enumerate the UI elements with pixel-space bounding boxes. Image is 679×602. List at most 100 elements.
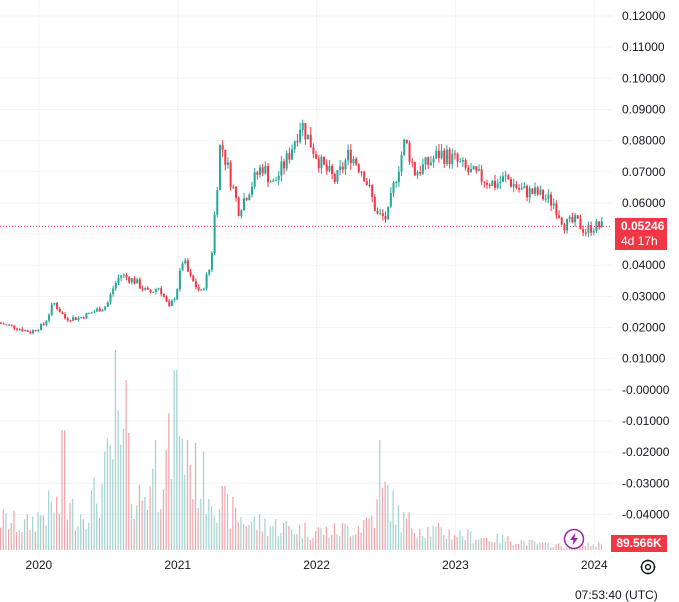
volume-bar xyxy=(403,512,405,550)
volume-bar xyxy=(275,519,277,550)
candle-body xyxy=(226,162,229,165)
volume-bar xyxy=(253,516,255,550)
volume-bar xyxy=(224,485,226,550)
bar-countdown: 4d 17h xyxy=(621,234,658,248)
volume-bar xyxy=(32,516,34,550)
volume-bar xyxy=(389,521,392,550)
candle-body xyxy=(595,221,598,232)
candle-body xyxy=(213,214,216,254)
volume-bar xyxy=(336,534,338,550)
price-tick-label: 0.02000 xyxy=(622,321,666,335)
volume-bar xyxy=(93,477,95,550)
candle-body xyxy=(61,312,64,315)
candle-body xyxy=(157,288,160,290)
candle-body xyxy=(357,164,360,172)
candle-body xyxy=(269,181,272,183)
candle-body xyxy=(365,181,368,186)
candle-body xyxy=(232,186,235,188)
volume-bar xyxy=(267,535,269,550)
volume-bar xyxy=(459,530,461,550)
volume-bar xyxy=(512,545,514,550)
candle-body xyxy=(82,317,85,319)
volume-bar xyxy=(539,542,541,550)
candle-body xyxy=(296,141,299,143)
volume-bar xyxy=(24,519,26,550)
candle-body xyxy=(2,323,5,325)
candle-body xyxy=(536,187,539,195)
candle-body xyxy=(234,186,237,198)
volume-bar xyxy=(18,530,20,550)
volume-bar xyxy=(80,514,82,550)
candle-body xyxy=(510,179,513,187)
candle-body xyxy=(42,323,45,325)
price-axis[interactable]: 0.12000 0.11000 0.10000 0.09000 0.08000 0.070… xyxy=(622,9,670,521)
volume-bar xyxy=(464,540,466,550)
volume-bar xyxy=(429,536,432,550)
volume-bar xyxy=(88,522,90,550)
volume-bar xyxy=(189,464,191,550)
price-tick-label: -0.03000 xyxy=(622,476,670,490)
volume-bar xyxy=(598,542,600,550)
volume-bar xyxy=(582,544,584,550)
volume-bar xyxy=(160,509,162,550)
candle-body xyxy=(579,218,582,230)
volume-bar xyxy=(48,490,50,550)
candle-body xyxy=(90,312,93,314)
lightning-icon[interactable] xyxy=(563,528,585,550)
price-tick-label: 0.04000 xyxy=(622,258,666,272)
candle-body xyxy=(136,279,139,284)
gear-icon[interactable] xyxy=(639,558,657,576)
volume-bar xyxy=(216,522,218,550)
volume-bar xyxy=(221,485,223,550)
volume-bar xyxy=(0,527,2,550)
candle-body xyxy=(18,329,21,331)
volume-bar xyxy=(419,529,421,550)
volume-bar xyxy=(256,529,258,550)
volume-bar xyxy=(534,541,536,550)
candle-body xyxy=(40,323,43,330)
volume-bar xyxy=(237,522,239,550)
volume-bar xyxy=(277,536,279,550)
candle-body xyxy=(571,216,574,223)
candle-body xyxy=(173,299,176,301)
grid-lines xyxy=(0,0,612,555)
volume-bar xyxy=(307,536,309,550)
price-tick-label: 0.06000 xyxy=(622,196,666,210)
price-tick-label: -0.02000 xyxy=(622,445,670,459)
candle-body xyxy=(475,166,478,171)
volume-bar xyxy=(555,544,557,550)
volume-bar xyxy=(325,526,327,550)
candle-body xyxy=(299,130,302,142)
candle-body xyxy=(128,277,131,283)
volume-bar xyxy=(323,534,325,550)
time-tick-label: 2020 xyxy=(26,558,53,572)
candle-body xyxy=(194,281,197,288)
candle-body xyxy=(427,157,430,165)
candle-body xyxy=(237,197,240,216)
volume-bar xyxy=(117,409,119,550)
volume-bar xyxy=(186,440,189,550)
volume-bar xyxy=(558,543,560,550)
time-axis[interactable]: 2020 2021 2022 2023 2024 xyxy=(26,558,608,572)
candle-body xyxy=(411,161,414,163)
volume-bar xyxy=(202,451,205,550)
candle-body xyxy=(125,274,128,278)
volume-bar xyxy=(331,534,333,550)
candle-body xyxy=(355,158,358,165)
candle-body xyxy=(88,312,91,314)
candle-body xyxy=(339,166,342,171)
volume-bar xyxy=(592,544,594,550)
volume-bar xyxy=(104,451,106,550)
volume-bar xyxy=(427,526,429,550)
volume-bar xyxy=(547,543,549,550)
volume-bar xyxy=(491,541,493,550)
volume-bar xyxy=(285,521,287,550)
volume-bar xyxy=(328,537,330,550)
candle-body xyxy=(560,217,563,225)
volume-bar xyxy=(184,474,186,550)
candle-body xyxy=(550,194,553,206)
volume-bar xyxy=(69,503,71,550)
candle-body xyxy=(547,194,550,199)
volume-bar xyxy=(259,514,261,550)
candle-body xyxy=(403,139,406,156)
